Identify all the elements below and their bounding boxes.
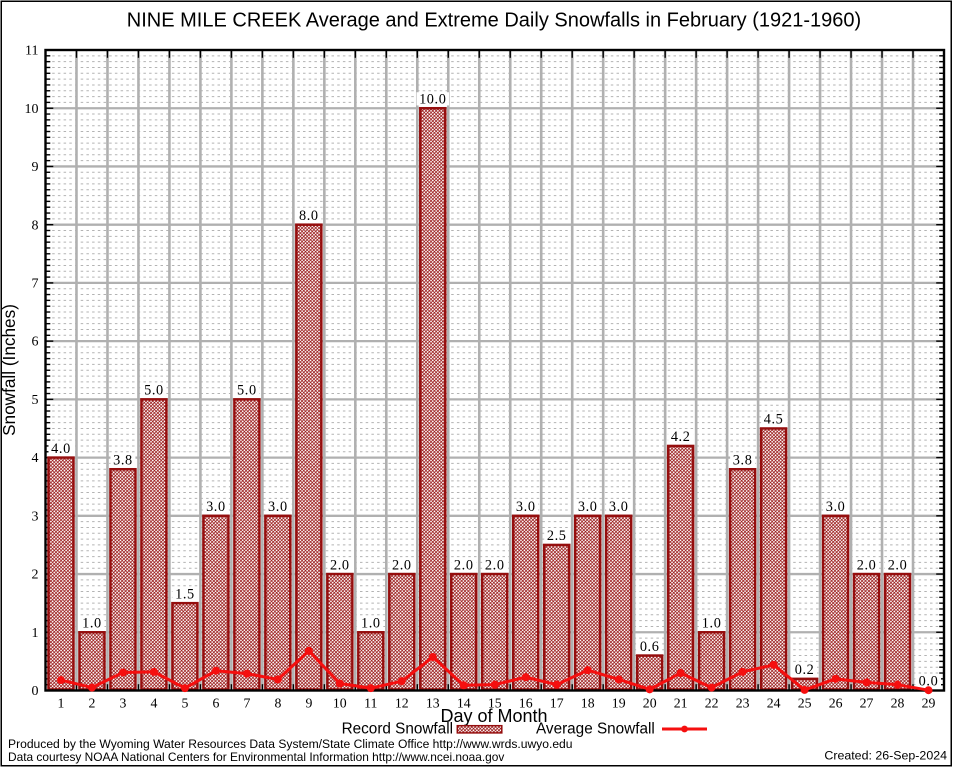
svg-text:9: 9 (32, 160, 39, 175)
svg-text:16: 16 (519, 696, 533, 711)
svg-text:3: 3 (120, 696, 127, 711)
svg-text:1: 1 (58, 696, 65, 711)
svg-text:0.6: 0.6 (640, 639, 660, 655)
svg-text:3.0: 3.0 (206, 499, 226, 515)
svg-text:1.0: 1.0 (82, 615, 102, 631)
svg-text:27: 27 (860, 696, 874, 711)
svg-text:24: 24 (767, 696, 781, 711)
svg-text:Created: 26-Sep-2024: Created: 26-Sep-2024 (824, 749, 947, 763)
svg-text:8: 8 (274, 696, 281, 711)
svg-text:6: 6 (32, 335, 39, 350)
svg-text:2.0: 2.0 (392, 557, 412, 573)
svg-text:1.0: 1.0 (361, 615, 381, 631)
svg-text:2.0: 2.0 (485, 557, 505, 573)
svg-text:5.0: 5.0 (144, 383, 164, 399)
svg-text:4.0: 4.0 (51, 441, 71, 457)
svg-text:Data courtesy NOAA National Ce: Data courtesy NOAA National Centers for … (8, 750, 504, 764)
svg-text:3.0: 3.0 (268, 499, 288, 515)
svg-text:29: 29 (922, 696, 936, 711)
svg-text:4: 4 (150, 696, 157, 711)
svg-text:Average Snowfall: Average Snowfall (536, 721, 655, 738)
svg-text:3.0: 3.0 (609, 499, 629, 515)
svg-text:6: 6 (212, 696, 219, 711)
svg-text:2.0: 2.0 (857, 557, 877, 573)
svg-text:11: 11 (25, 44, 38, 59)
svg-text:3.0: 3.0 (578, 499, 598, 515)
svg-text:2.0: 2.0 (454, 557, 474, 573)
svg-text:Produced by the Wyoming Water: Produced by the Wyoming Water Resources … (8, 737, 573, 751)
svg-text:12: 12 (395, 696, 409, 711)
svg-text:10: 10 (25, 102, 39, 117)
svg-text:1: 1 (32, 626, 39, 641)
svg-text:20: 20 (643, 696, 657, 711)
svg-text:8: 8 (32, 218, 39, 233)
svg-text:0: 0 (32, 684, 39, 699)
svg-text:5.0: 5.0 (237, 383, 257, 399)
svg-text:3.0: 3.0 (826, 499, 846, 515)
svg-text:2: 2 (89, 696, 96, 711)
svg-text:3.0: 3.0 (516, 499, 536, 515)
svg-text:2: 2 (32, 568, 39, 583)
svg-text:25: 25 (798, 696, 812, 711)
svg-text:18: 18 (581, 696, 595, 711)
svg-text:4.2: 4.2 (671, 429, 691, 445)
svg-text:7: 7 (243, 696, 250, 711)
svg-text:26: 26 (829, 696, 843, 711)
svg-text:4: 4 (32, 451, 39, 466)
svg-text:10: 10 (333, 696, 347, 711)
svg-text:3.8: 3.8 (733, 452, 753, 468)
svg-text:15: 15 (488, 696, 502, 711)
svg-text:3: 3 (32, 509, 39, 524)
svg-text:2.0: 2.0 (330, 557, 350, 573)
svg-text:7: 7 (32, 277, 39, 292)
svg-text:3.8: 3.8 (113, 452, 133, 468)
svg-text:0.2: 0.2 (795, 662, 815, 678)
svg-text:4.5: 4.5 (764, 412, 784, 428)
svg-text:1.0: 1.0 (702, 615, 722, 631)
svg-text:NINE MILE CREEK Average and Ex: NINE MILE CREEK Average and Extreme Dail… (127, 10, 861, 32)
svg-text:19: 19 (612, 696, 626, 711)
svg-text:10.0: 10.0 (419, 91, 446, 107)
svg-text:1.5: 1.5 (175, 586, 195, 602)
svg-text:5: 5 (181, 696, 188, 711)
svg-text:5: 5 (32, 393, 39, 408)
svg-text:9: 9 (305, 696, 312, 711)
svg-text:28: 28 (891, 696, 905, 711)
svg-text:13: 13 (426, 696, 440, 711)
svg-text:14: 14 (457, 696, 471, 711)
svg-text:Day of Month: Day of Month (440, 706, 547, 726)
svg-text:Record Snowfall: Record Snowfall (342, 721, 453, 738)
svg-text:23: 23 (736, 696, 750, 711)
svg-text:Snowfall (Inches): Snowfall (Inches) (0, 304, 19, 436)
svg-text:2.0: 2.0 (888, 557, 908, 573)
svg-text:8.0: 8.0 (299, 208, 319, 224)
svg-text:21: 21 (674, 696, 688, 711)
svg-text:17: 17 (550, 696, 564, 711)
svg-text:11: 11 (364, 696, 377, 711)
svg-text:0.0: 0.0 (919, 674, 939, 690)
svg-text:2.5: 2.5 (547, 528, 567, 544)
svg-text:22: 22 (705, 696, 719, 711)
